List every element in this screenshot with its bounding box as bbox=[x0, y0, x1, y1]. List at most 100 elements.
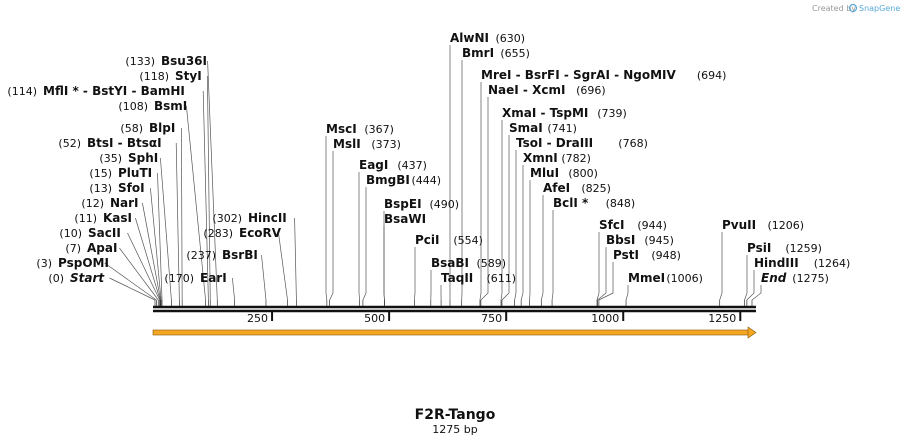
site-blpi[interactable]: BlpI (58) bbox=[120, 121, 175, 135]
site-pvuii[interactable]: PvuII (1206) bbox=[722, 218, 804, 232]
site-msci[interactable]: MscI (367) bbox=[326, 122, 394, 136]
site-afei[interactable]: AfeI (825) bbox=[543, 181, 611, 195]
site-name: PciI bbox=[415, 233, 440, 247]
site-sfci[interactable]: SfcI (944) bbox=[599, 218, 667, 232]
site-name: End bbox=[761, 271, 787, 285]
site-xmni[interactable]: XmnI (782) bbox=[523, 151, 591, 165]
site-name: BsaWI bbox=[384, 212, 426, 226]
site-psti[interactable]: PstI (948) bbox=[613, 248, 681, 262]
site-tsoi-draiii[interactable]: TsoI - DraIII (768) bbox=[516, 136, 648, 150]
feature-arrow-body[interactable] bbox=[152, 329, 750, 336]
site-btsi-bts-i[interactable]: BtsI - BtsαI (52) bbox=[58, 136, 161, 150]
site-position: (800) bbox=[568, 167, 598, 180]
site-name: XmaI - TspMI bbox=[502, 106, 588, 120]
site-pcii[interactable]: PciI (554) bbox=[415, 233, 483, 247]
leader-line-2 bbox=[119, 247, 159, 301]
site-kasi[interactable]: KasI (11) bbox=[74, 211, 132, 225]
site-position: (302) bbox=[212, 212, 242, 225]
leader-line-37 bbox=[540, 195, 544, 301]
site-name: PspOMI bbox=[58, 256, 109, 270]
site-name: MslI bbox=[333, 137, 361, 151]
leader-line-16 bbox=[261, 254, 267, 301]
credit-prefix: Created by bbox=[812, 4, 856, 13]
site-bspei[interactable]: BspEI (490) bbox=[384, 197, 459, 211]
site-sfoi[interactable]: SfoI (13) bbox=[89, 181, 144, 195]
leader-line-20 bbox=[329, 151, 334, 301]
site-name: XmnI bbox=[523, 151, 558, 165]
site-name: MscI bbox=[326, 122, 357, 136]
site-start[interactable]: Start (0) bbox=[48, 271, 105, 285]
leader-line-13 bbox=[207, 75, 211, 301]
site-bcli[interactable]: BclI * (848) bbox=[553, 196, 635, 210]
site-name: EagI bbox=[359, 158, 388, 172]
site-position: (108) bbox=[118, 100, 148, 113]
leader-line-44 bbox=[744, 255, 748, 301]
leader-line-17 bbox=[278, 232, 288, 301]
site-sacii[interactable]: SacII (10) bbox=[59, 226, 120, 240]
site-name: AfeI bbox=[543, 181, 570, 195]
site-smai[interactable]: SmaI (741) bbox=[509, 121, 577, 135]
site-position: (694) bbox=[697, 69, 727, 82]
site-name: BclI * bbox=[553, 196, 589, 210]
site-name: Start bbox=[70, 271, 105, 285]
site-bsmi[interactable]: BsmI (108) bbox=[118, 99, 187, 113]
site-position: (1206) bbox=[768, 219, 805, 232]
site-position: (373) bbox=[371, 138, 401, 151]
leader-line-11 bbox=[186, 105, 206, 301]
site-psii[interactable]: PsiI (1259) bbox=[747, 241, 822, 255]
site-msli[interactable]: MslI (373) bbox=[333, 137, 401, 151]
site-position: (237) bbox=[186, 249, 216, 262]
dna-backbone bbox=[153, 305, 756, 313]
site-name: BbsI bbox=[606, 233, 635, 247]
site-mlui[interactable]: MluI (800) bbox=[530, 166, 598, 180]
leader-line-3 bbox=[127, 232, 160, 301]
site-name: MreI - BsrFI - SgrAI - NgoMIV bbox=[481, 68, 677, 82]
site-sphi[interactable]: SphI (35) bbox=[99, 151, 158, 165]
site-bmri[interactable]: BmrI (655) bbox=[462, 46, 530, 60]
site-alwni[interactable]: AlwNI (630) bbox=[450, 31, 525, 45]
leader-line-1 bbox=[104, 262, 157, 301]
site-position: (170) bbox=[164, 272, 194, 285]
site-xmai-tspmi[interactable]: XmaI - TspMI (739) bbox=[502, 106, 627, 120]
site-ecorv[interactable]: EcoRV (283) bbox=[203, 226, 281, 240]
leader-line-7 bbox=[157, 172, 163, 301]
site-hincii[interactable]: HincII (302) bbox=[212, 211, 286, 225]
site-nari[interactable]: NarI (12) bbox=[81, 196, 138, 210]
feature-arrow[interactable] bbox=[152, 326, 757, 339]
site-name: BsmI bbox=[154, 99, 187, 113]
site-name: EarI bbox=[200, 271, 227, 285]
site-taqii[interactable]: TaqII (611) bbox=[441, 271, 516, 285]
site-styi[interactable]: StyI (118) bbox=[139, 69, 201, 83]
site-apai[interactable]: ApaI (7) bbox=[65, 241, 117, 255]
site-position: (283) bbox=[203, 227, 233, 240]
site-eari[interactable]: EarI (170) bbox=[164, 271, 226, 285]
site-eagi[interactable]: EagI (437) bbox=[359, 158, 427, 172]
site-end[interactable]: End (1275) bbox=[761, 271, 829, 285]
site-name: BtsI - BtsαI bbox=[87, 136, 162, 150]
site-naei-xcmi[interactable]: NaeI - XcmI (696) bbox=[488, 83, 606, 97]
site-bsawi[interactable]: BsaWI bbox=[384, 212, 426, 226]
site-position: (1006) bbox=[666, 272, 703, 285]
plasmid-name: F2R-Tango bbox=[415, 407, 496, 423]
site-name: PluTI bbox=[118, 166, 152, 180]
feature-arrow-head[interactable] bbox=[747, 326, 757, 339]
site-bsabi[interactable]: BsaBI (589) bbox=[431, 256, 506, 270]
site-pluti[interactable]: PluTI (15) bbox=[89, 166, 152, 180]
site-mfli-bstyi-bamhi[interactable]: MflI * - BstYI - BamHI (114) bbox=[7, 84, 184, 98]
site-bmgbi[interactable]: BmgBI (444) bbox=[366, 173, 441, 187]
site-name: SmaI bbox=[509, 121, 543, 135]
site-position: (1275) bbox=[792, 272, 829, 285]
site-bsrbi[interactable]: BsrBI (237) bbox=[186, 248, 257, 262]
site-bbsi[interactable]: BbsI (945) bbox=[606, 233, 674, 247]
site-hindiii[interactable]: HindIII (1264) bbox=[754, 256, 850, 270]
site-pspomi[interactable]: PspOMI (3) bbox=[36, 256, 109, 270]
site-position: (848) bbox=[606, 197, 636, 210]
leader-line-41 bbox=[598, 262, 614, 301]
site-position: (554) bbox=[453, 234, 483, 247]
plasmid-length: 1275 bp bbox=[432, 423, 477, 436]
ruler-tick-label-500: 500 bbox=[364, 312, 385, 325]
site-mmei[interactable]: MmeI (1006) bbox=[628, 271, 703, 285]
site-position: (437) bbox=[397, 159, 427, 172]
site-mrei-bsrfi-sgrai-ngomiv[interactable]: MreI - BsrFI - SgrAI - NgoMIV (694) bbox=[481, 68, 726, 82]
site-bsu36i[interactable]: Bsu36I (133) bbox=[125, 54, 207, 68]
